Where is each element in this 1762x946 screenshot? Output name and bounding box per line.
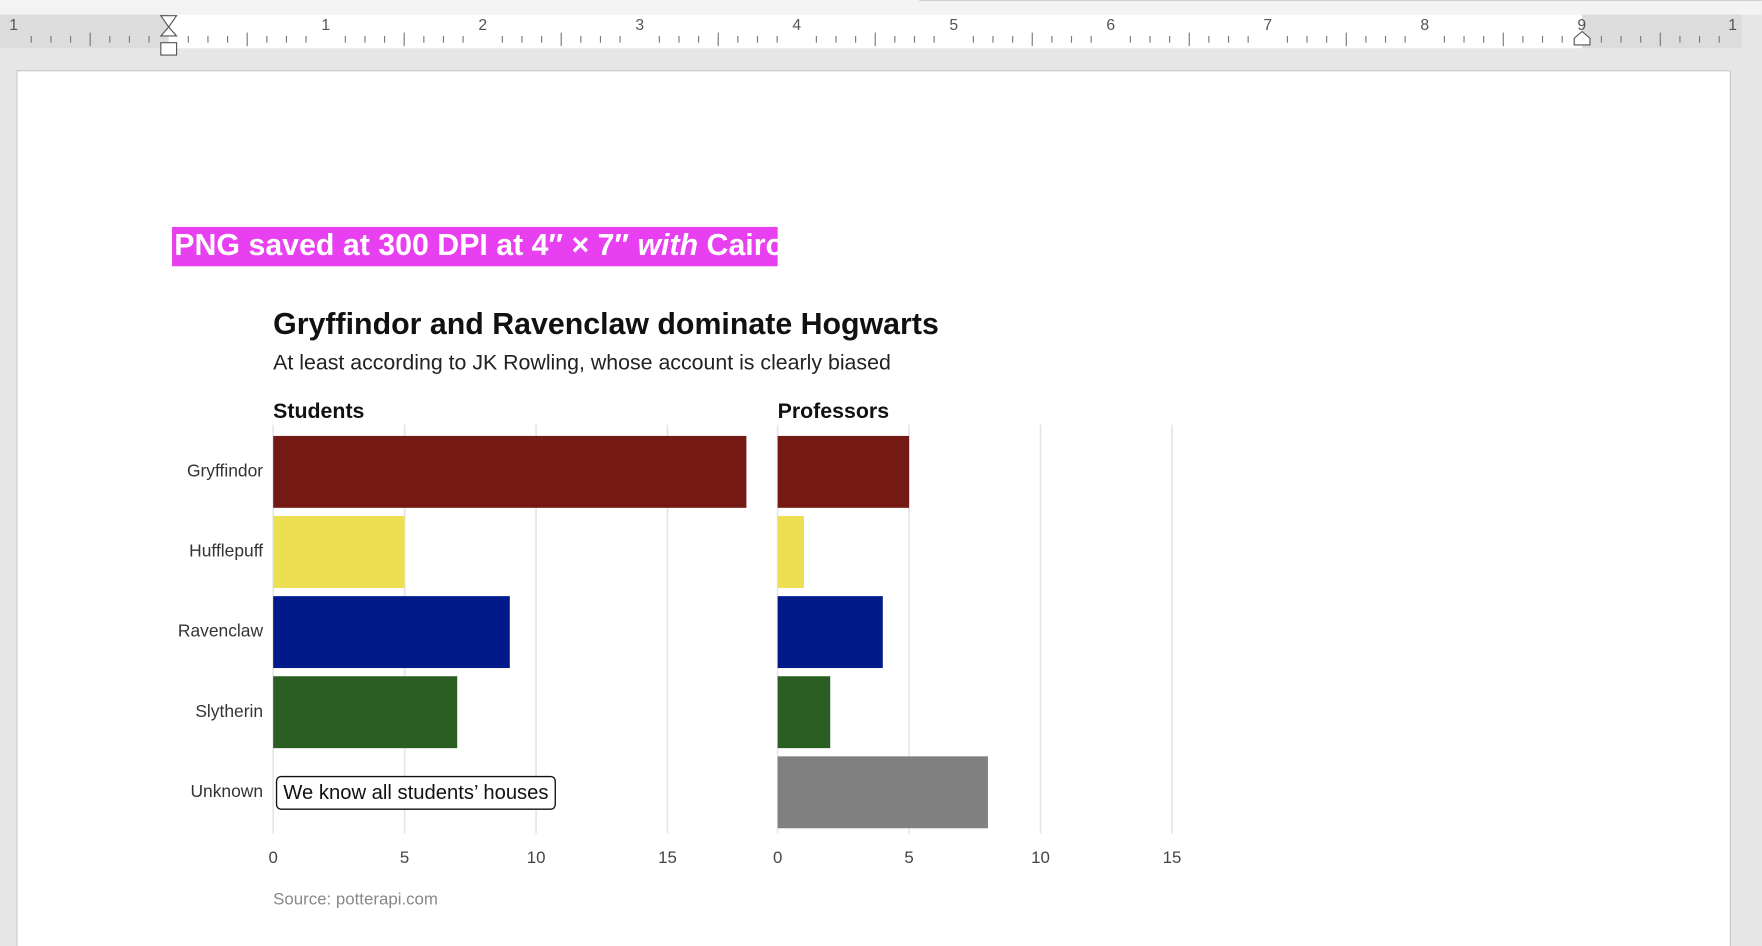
- ruler-label: 1: [1728, 17, 1737, 34]
- source: Source: potterapi.com: [273, 889, 438, 908]
- bar: [777, 516, 804, 588]
- ruler-label: 6: [1106, 17, 1115, 34]
- x-tick-label: 5: [904, 848, 913, 867]
- x-tick-label: 15: [1163, 848, 1182, 867]
- left-indent: [160, 42, 178, 56]
- x-tick-label: 10: [1031, 848, 1050, 867]
- panel-title: Students: [273, 399, 364, 423]
- bar: [273, 676, 458, 749]
- y-tick-label: Hufflepuff: [189, 541, 263, 561]
- highlight-part: PNG saved at 300 DPI at 4″ × 7″: [174, 229, 637, 262]
- chart-subtitle: At least according to JK Rowling, whose …: [273, 351, 891, 375]
- highlighted-text: PNG saved at 300 DPI at 4″ × 7″ with Cai…: [174, 229, 784, 262]
- bar: [777, 435, 910, 508]
- ruler-ticks: 1 1 2 3 4 5 6 7 8 9 1: [9, 17, 1737, 47]
- ruler-label: 4: [792, 17, 801, 34]
- y-tick-label: Ravenclaw: [178, 621, 264, 641]
- ruler-label: 1: [9, 17, 18, 34]
- right-indent: [1573, 30, 1591, 46]
- ruler-label: 3: [635, 17, 644, 34]
- toolbar-edge: [0, 0, 1762, 15]
- bar: [777, 596, 883, 669]
- indent-marker: [159, 15, 178, 37]
- bar: [777, 756, 988, 829]
- ruler-label: 8: [1420, 17, 1429, 34]
- panel-title: Professors: [778, 399, 889, 423]
- x-tick-label: 10: [527, 848, 546, 867]
- x-tick-label: 5: [400, 848, 409, 867]
- charts: Students 0 5 10 15 Gryffindor Hufflepuff Ravenc…: [178, 399, 1181, 867]
- ruler-label: 2: [478, 17, 487, 34]
- ruler-label: 5: [949, 17, 958, 34]
- y-tick-label: Unknown: [190, 781, 263, 801]
- annotation: We know all students’ houses: [283, 782, 548, 804]
- highlight-part: with: [637, 229, 698, 262]
- x-tick-label: 15: [658, 848, 677, 867]
- annotation-box: [275, 775, 556, 810]
- bar: [273, 516, 405, 588]
- ruler-label: 1: [321, 17, 330, 34]
- chart-title: Gryffindor and Ravenclaw dominate Hogwar…: [273, 308, 939, 341]
- x-tick-label: 0: [773, 848, 782, 867]
- bar: [777, 676, 831, 749]
- highlight-part: Cairo: [698, 229, 784, 262]
- y-tick-label: Gryffindor: [187, 460, 263, 480]
- bar: [273, 596, 510, 669]
- bar: [273, 435, 747, 508]
- ruler-label: 9: [1577, 17, 1586, 34]
- highlight: [172, 226, 778, 267]
- x-tick-label: 0: [268, 848, 277, 867]
- y-tick-label: Slytherin: [195, 701, 263, 721]
- ruler-label: 7: [1263, 17, 1272, 34]
